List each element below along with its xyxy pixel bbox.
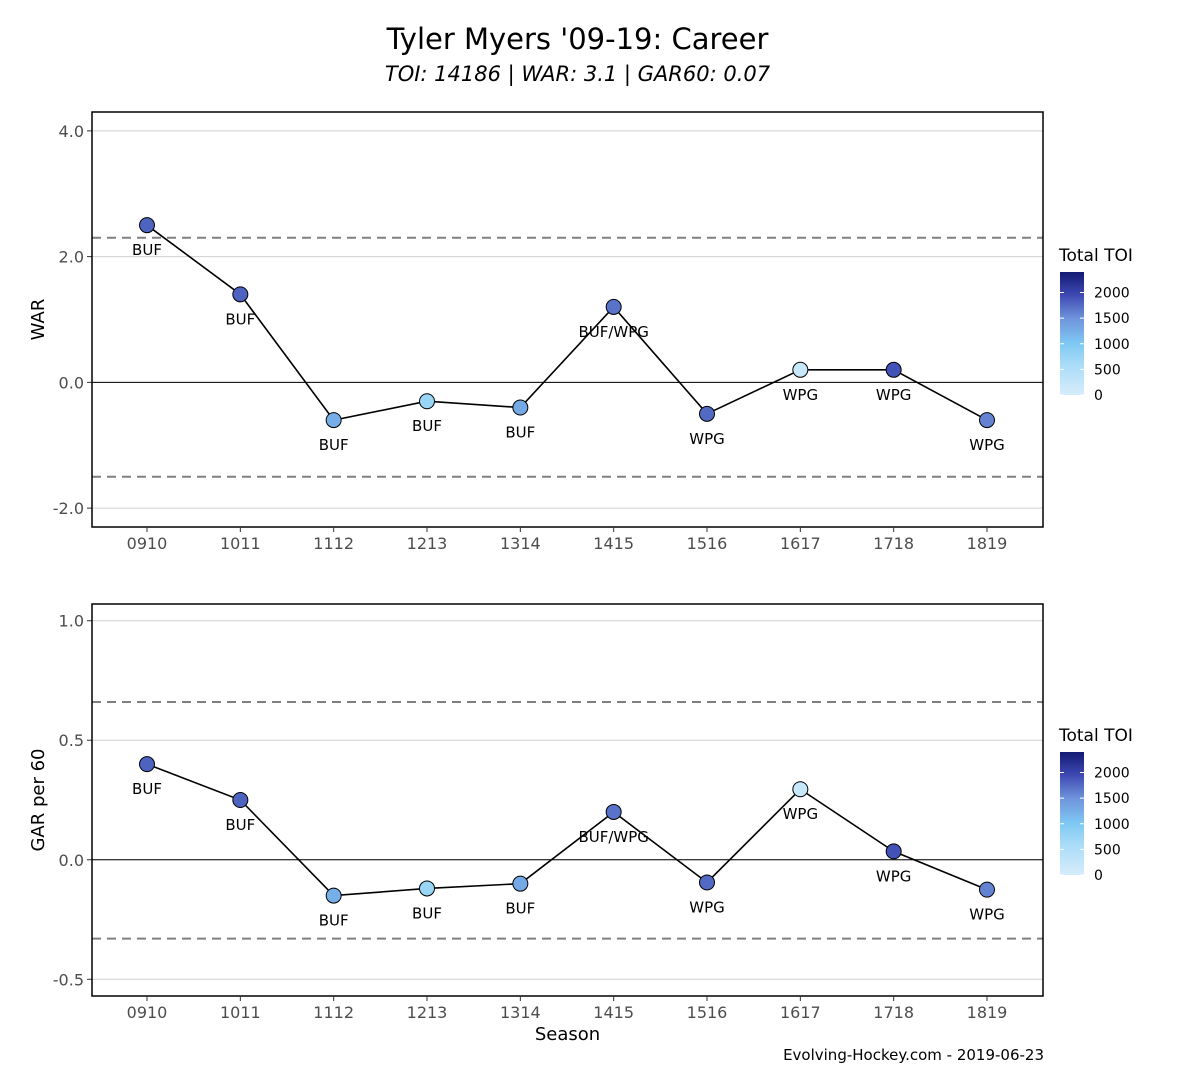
- x-tick-label: 1617: [780, 534, 821, 553]
- panel-border: [91, 111, 1044, 528]
- point-label: BUF/WPG: [578, 323, 648, 341]
- y-tick-label: 0.5: [59, 731, 84, 750]
- x-tick-label: 1011: [220, 1003, 261, 1022]
- x-tick-label: 1213: [407, 1003, 448, 1022]
- point-label: BUF: [225, 310, 255, 328]
- x-tick-label: 1718: [873, 1003, 914, 1022]
- legend-tick-label: 1000: [1094, 337, 1130, 353]
- y-axis-title: GAR per 60: [28, 748, 49, 851]
- legend-tick-label: 2000: [1094, 766, 1130, 782]
- data-point: [512, 875, 529, 892]
- point-label: BUF: [225, 816, 255, 834]
- point-label: BUF: [132, 241, 162, 259]
- data-point: [139, 217, 155, 234]
- x-axis-title: Season: [535, 1024, 600, 1045]
- data-point: [512, 399, 529, 416]
- y-tick-label: 0.0: [59, 373, 84, 392]
- x-tick-label: 1011: [220, 534, 261, 553]
- legend-tick-label: 2000: [1094, 286, 1130, 302]
- data-point: [605, 803, 622, 820]
- data-point: [605, 298, 622, 315]
- war-panel: -2.0 0.0 2.0 4.0 0910 1011 1112 1213 1314 1415 151…: [28, 111, 1133, 553]
- point-label: BUF: [319, 912, 349, 930]
- legend-tick-label: 500: [1094, 842, 1121, 858]
- data-point: [325, 887, 342, 904]
- data-point: [232, 792, 249, 808]
- point-label: WPG: [689, 430, 725, 448]
- data-point: [792, 361, 809, 378]
- legend-colorbar: [1060, 272, 1084, 395]
- legend-tick-label: 0: [1094, 868, 1103, 884]
- x-tick-label: 1819: [967, 534, 1008, 553]
- point-label: WPG: [876, 386, 912, 404]
- y-axis-title: WAR: [28, 299, 49, 341]
- legend-tick-label: 1500: [1094, 311, 1130, 327]
- chart-title: Tyler Myers '09-19: Career: [386, 22, 769, 56]
- x-tick-label: 1213: [407, 534, 448, 553]
- data-point: [885, 361, 902, 378]
- point-label: BUF: [412, 904, 442, 922]
- point-label: BUF: [505, 424, 535, 442]
- legend-title: Total TOI: [1058, 726, 1133, 746]
- point-label: BUF: [319, 436, 349, 454]
- data-point: [792, 781, 809, 798]
- y-tick-label: 4.0: [59, 122, 84, 141]
- chart-subtitle: TOI: 14186 | WAR: 3.1 | GAR60: 0.07: [384, 62, 771, 86]
- point-label: BUF: [505, 900, 535, 918]
- point-label: WPG: [969, 906, 1005, 924]
- y-tick-label: -2.0: [53, 499, 84, 518]
- point-label: WPG: [783, 386, 819, 404]
- x-tick-label: 1516: [687, 1003, 728, 1022]
- legend-tick-label: 1000: [1094, 817, 1130, 833]
- data-point: [699, 874, 715, 891]
- point-label: BUF/WPG: [578, 828, 648, 846]
- y-tick-label: 1.0: [59, 612, 84, 631]
- legend-title: Total TOI: [1058, 246, 1133, 266]
- x-tick-label: 1617: [780, 1003, 821, 1022]
- point-label: WPG: [969, 436, 1005, 454]
- legend-tick-label: 1500: [1094, 791, 1130, 807]
- point-label: WPG: [876, 867, 912, 885]
- x-tick-label: 1415: [593, 1003, 634, 1022]
- series-line: [146, 763, 988, 897]
- x-tick-label: 1314: [500, 534, 541, 553]
- point-label: BUF: [132, 780, 162, 798]
- legend-tick-label: 500: [1094, 362, 1121, 378]
- panel-border: [91, 603, 1044, 997]
- x-tick-label: 1819: [967, 1003, 1008, 1022]
- point-label: WPG: [689, 898, 725, 916]
- point-label: WPG: [783, 805, 819, 823]
- x-tick-label: 1516: [687, 534, 728, 553]
- legend-colorbar: [1060, 752, 1084, 875]
- x-tick-label: 1112: [313, 1003, 354, 1022]
- data-point: [885, 843, 902, 860]
- x-tick-label: 1415: [593, 534, 634, 553]
- point-label: BUF: [412, 417, 442, 435]
- data-point: [699, 405, 715, 422]
- y-tick-label: 0.0: [59, 851, 84, 870]
- data-point: [325, 412, 342, 429]
- data-point: [419, 880, 435, 897]
- data-point: [139, 756, 155, 773]
- y-tick-label: -0.5: [53, 970, 84, 989]
- legend-tick-label: 0: [1094, 388, 1103, 404]
- data-point: [979, 412, 995, 429]
- x-tick-label: 1314: [500, 1003, 541, 1022]
- data-point: [232, 286, 249, 303]
- gar60-panel: -0.5 0.0 0.5 1.0 0910 1011 1112 1213 1314 1415 151…: [28, 603, 1133, 1045]
- source-caption: Evolving-Hockey.com - 2019-06-23: [783, 1046, 1044, 1064]
- x-tick-label: 1112: [313, 534, 354, 553]
- x-tick-label: 0910: [127, 1003, 168, 1022]
- data-point: [419, 393, 435, 410]
- x-tick-label: 0910: [127, 534, 168, 553]
- data-point: [979, 881, 995, 898]
- x-tick-label: 1718: [873, 534, 914, 553]
- series-line: [146, 224, 988, 421]
- y-tick-label: 2.0: [59, 248, 84, 267]
